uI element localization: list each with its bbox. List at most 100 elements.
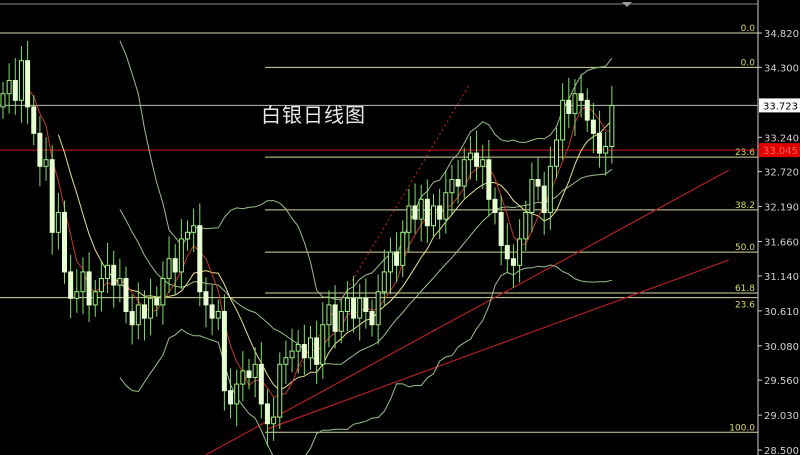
candle — [221, 294, 227, 411]
candle-body — [178, 238, 184, 273]
candle — [117, 258, 123, 303]
candle-body — [357, 297, 363, 319]
candle — [12, 58, 18, 115]
candle-body — [541, 185, 547, 214]
candle-body — [554, 139, 559, 167]
candle — [375, 274, 381, 345]
y-tick-label: 32.190 — [764, 203, 799, 214]
candle-body — [209, 304, 215, 319]
candle — [295, 330, 301, 374]
candle-body — [172, 258, 178, 273]
candle — [535, 157, 541, 201]
candle-body — [332, 304, 338, 332]
candle-body — [344, 297, 350, 313]
candle — [18, 46, 24, 123]
candle-body — [111, 264, 117, 286]
candle-body — [185, 231, 190, 240]
y-tick-label: 32.720 — [764, 168, 799, 179]
candle-body — [43, 159, 49, 167]
candle — [381, 249, 387, 307]
candle-body — [25, 60, 31, 108]
scroll-marker-icon — [622, 2, 632, 7]
candle-body — [160, 278, 166, 306]
candle-body — [55, 212, 61, 233]
candle-body — [228, 390, 234, 405]
candle — [474, 130, 480, 181]
candle-body — [326, 304, 332, 326]
candle — [332, 285, 338, 349]
candle — [492, 187, 498, 225]
candle — [80, 257, 86, 315]
candle — [209, 285, 215, 336]
candle — [578, 73, 584, 118]
candle-body — [197, 225, 203, 293]
candle — [412, 183, 418, 234]
candle-body — [62, 212, 67, 273]
candle — [351, 275, 357, 333]
candle-body — [0, 93, 6, 108]
candle — [510, 244, 516, 288]
candle-body — [363, 297, 369, 313]
candle-body — [437, 205, 443, 220]
candle — [148, 278, 154, 336]
candle — [166, 236, 172, 294]
candle — [455, 159, 461, 204]
alert-price-label: 33.045 — [763, 146, 798, 157]
chart-title: 白银日线图 — [261, 103, 366, 127]
candle — [105, 242, 111, 294]
candle-body — [135, 304, 141, 326]
trendline — [205, 169, 729, 455]
candle-body — [609, 105, 615, 148]
candle — [68, 254, 74, 319]
candle — [560, 83, 566, 160]
candle — [406, 188, 412, 253]
candle — [597, 110, 603, 168]
fib-level-label: 23.6 — [735, 148, 755, 158]
candle-body — [129, 311, 135, 326]
candle — [308, 326, 313, 370]
candle — [215, 299, 221, 330]
candle — [338, 299, 344, 344]
candle-body — [221, 311, 227, 392]
candle-body — [105, 264, 111, 280]
candle — [424, 179, 430, 243]
candle — [301, 324, 307, 375]
candle-body — [590, 119, 596, 134]
fib-level-label: 100.0 — [729, 423, 755, 433]
y-tick-label: 31.140 — [764, 272, 799, 283]
candle-body — [375, 291, 381, 326]
candle — [480, 145, 486, 189]
candle-body — [443, 192, 449, 220]
candle-body — [301, 344, 307, 359]
candle-body — [31, 106, 37, 134]
candle-body — [529, 179, 535, 214]
y-tick-label: 29.030 — [764, 411, 799, 422]
candle-body — [394, 251, 400, 266]
candle — [486, 139, 492, 217]
candle — [0, 81, 6, 119]
candle-body — [277, 363, 283, 418]
candle-body — [154, 297, 160, 306]
candle — [203, 277, 209, 328]
candle-body — [572, 93, 578, 115]
candle — [554, 128, 559, 179]
candle-body — [18, 60, 24, 101]
fib-level-label: 61.8 — [735, 284, 755, 294]
candle — [37, 116, 43, 187]
candle — [246, 359, 252, 390]
candle — [62, 200, 67, 284]
candle — [400, 220, 406, 278]
candle — [172, 244, 178, 295]
candle — [437, 188, 443, 239]
candle-body — [49, 159, 55, 233]
candle — [357, 283, 363, 341]
fib-level-label: 38.2 — [735, 201, 755, 211]
candle — [517, 219, 523, 283]
candle — [449, 165, 455, 216]
candle-body — [504, 245, 510, 260]
candle-body — [381, 271, 387, 293]
candle — [320, 302, 326, 379]
candle — [603, 132, 609, 176]
candle — [326, 290, 332, 348]
